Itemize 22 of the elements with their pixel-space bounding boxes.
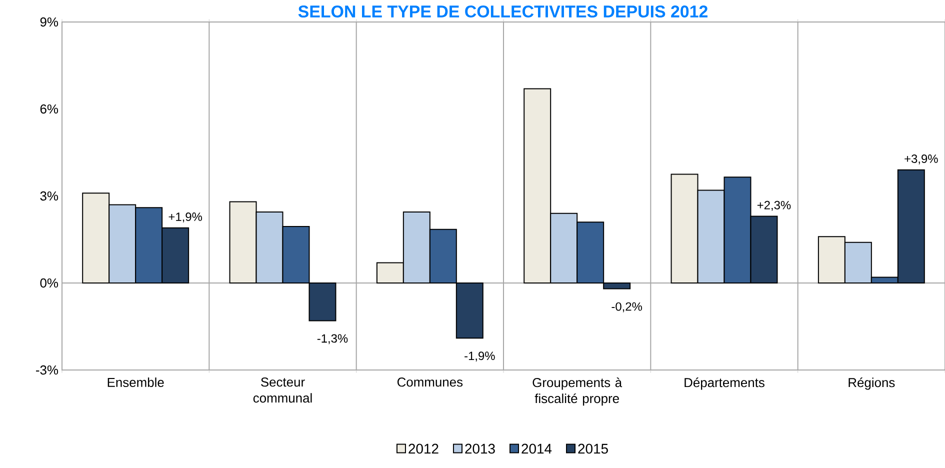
- x-tick-label: Secteur communal: [253, 378, 312, 403]
- data-label: +1,9%: [168, 212, 202, 222]
- x-tick-label: Départements: [684, 378, 764, 390]
- data-label: -1,9%: [464, 352, 495, 362]
- legend-label: 2014: [522, 444, 552, 454]
- data-label: -0,2%: [612, 302, 642, 312]
- data-label: +3,9%: [904, 154, 938, 164]
- x-tick-label: Groupements à fiscalité propre: [532, 378, 622, 406]
- legend-label: 2013: [465, 444, 495, 454]
- legend-label: 2015: [578, 444, 608, 454]
- x-tick-label: Régions: [848, 378, 895, 390]
- y-tick-label: 0%: [40, 278, 58, 288]
- data-label: -1,3%: [317, 334, 348, 344]
- y-tick-label: 3%: [40, 191, 58, 201]
- data-label: +2,3%: [757, 200, 791, 211]
- y-tick-label: 9%: [40, 17, 58, 27]
- chart-title: SELON LE TYPE DE COLLECTIVITES DEPUIS 2012: [298, 6, 708, 18]
- x-tick-label: Ensemble: [108, 378, 164, 388]
- y-tick-label: 6%: [40, 104, 58, 114]
- x-tick-label: Communes: [397, 378, 463, 387]
- y-tick-label: -3%: [36, 365, 58, 375]
- legend-label: 2012: [408, 444, 438, 454]
